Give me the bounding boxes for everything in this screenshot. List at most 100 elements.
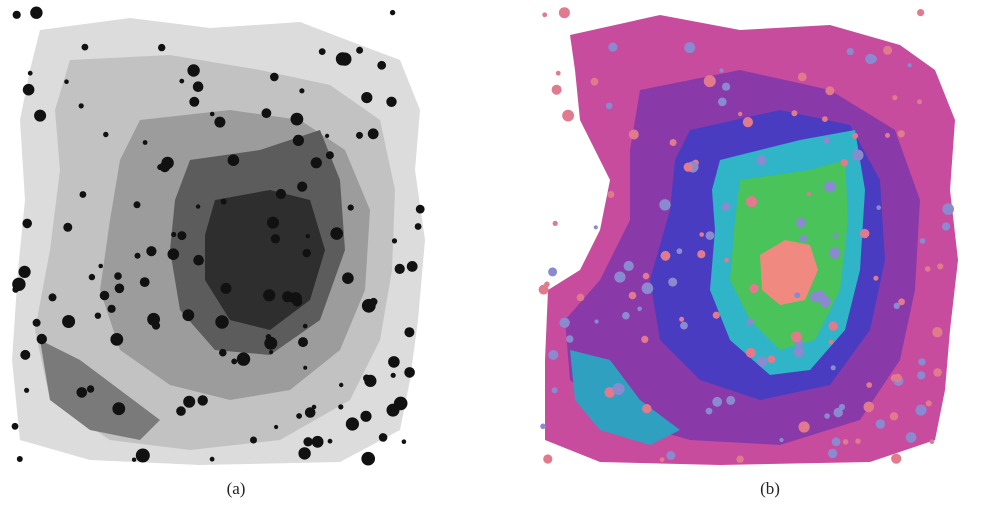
- star: [361, 452, 375, 466]
- star: [146, 246, 156, 256]
- star: [720, 68, 724, 72]
- star: [339, 383, 343, 387]
- star: [712, 397, 722, 407]
- star: [860, 229, 869, 238]
- star: [168, 248, 180, 260]
- star: [346, 417, 359, 430]
- panel-b-image: [545, 15, 958, 465]
- star: [614, 272, 625, 283]
- star: [391, 373, 396, 378]
- star: [577, 294, 585, 302]
- star: [906, 432, 917, 443]
- star: [814, 290, 825, 301]
- star: [89, 274, 95, 280]
- star: [704, 75, 716, 87]
- star: [699, 232, 704, 237]
- star: [416, 205, 425, 214]
- star: [548, 267, 557, 276]
- star: [908, 63, 912, 67]
- star: [34, 110, 46, 122]
- star: [825, 86, 834, 95]
- star: [183, 396, 195, 408]
- star: [829, 248, 840, 259]
- star: [607, 191, 614, 198]
- star: [918, 358, 925, 365]
- star: [668, 278, 677, 287]
- star: [768, 355, 776, 363]
- star: [250, 437, 257, 444]
- star: [37, 334, 47, 344]
- star: [110, 333, 123, 346]
- star: [832, 437, 841, 446]
- figure: (a) (b): [0, 0, 991, 508]
- star: [136, 449, 150, 463]
- page: (a) (b) (() => { const data = JSON.parse…: [0, 0, 991, 508]
- star: [64, 79, 69, 84]
- star: [292, 297, 302, 307]
- star: [394, 397, 408, 411]
- star: [379, 433, 388, 442]
- star: [942, 222, 950, 230]
- star: [556, 71, 561, 76]
- star: [746, 196, 757, 207]
- star: [269, 350, 273, 354]
- star: [299, 88, 304, 93]
- star: [876, 419, 885, 428]
- star: [942, 203, 954, 215]
- star: [348, 205, 354, 211]
- star: [134, 201, 141, 208]
- star: [852, 133, 858, 139]
- star: [176, 406, 186, 416]
- star: [898, 130, 905, 137]
- star: [829, 321, 838, 330]
- star: [182, 309, 194, 321]
- star: [799, 421, 810, 432]
- star: [926, 400, 932, 406]
- star: [270, 73, 279, 82]
- star: [271, 234, 280, 243]
- star: [738, 112, 742, 116]
- star: [622, 312, 630, 320]
- star: [221, 283, 232, 294]
- star: [189, 97, 199, 107]
- star: [179, 79, 184, 84]
- star: [112, 402, 125, 415]
- star: [368, 128, 379, 139]
- star: [395, 264, 405, 274]
- star: [566, 335, 573, 342]
- star: [661, 251, 671, 261]
- star: [103, 132, 108, 137]
- star: [289, 293, 295, 299]
- star: [684, 163, 693, 172]
- star: [591, 78, 599, 86]
- star: [677, 248, 683, 254]
- star: [17, 456, 23, 462]
- star: [12, 278, 25, 291]
- panel-a-image: [12, 18, 425, 465]
- star: [892, 95, 897, 100]
- star: [215, 315, 228, 328]
- star: [171, 232, 176, 237]
- star: [746, 348, 756, 358]
- star: [62, 315, 75, 328]
- star: [33, 319, 41, 327]
- star: [659, 199, 670, 210]
- star: [824, 181, 836, 193]
- star: [221, 199, 227, 205]
- star: [404, 367, 415, 378]
- star: [263, 289, 275, 301]
- star: [338, 53, 351, 66]
- star: [916, 405, 927, 416]
- star: [553, 221, 558, 226]
- star: [807, 192, 811, 196]
- star: [342, 272, 354, 284]
- star: [305, 407, 316, 418]
- star: [362, 299, 376, 313]
- star: [152, 322, 160, 330]
- star: [132, 458, 136, 462]
- star: [274, 425, 278, 429]
- star: [917, 99, 922, 104]
- star: [873, 276, 878, 281]
- star: [829, 340, 834, 345]
- star: [670, 139, 677, 146]
